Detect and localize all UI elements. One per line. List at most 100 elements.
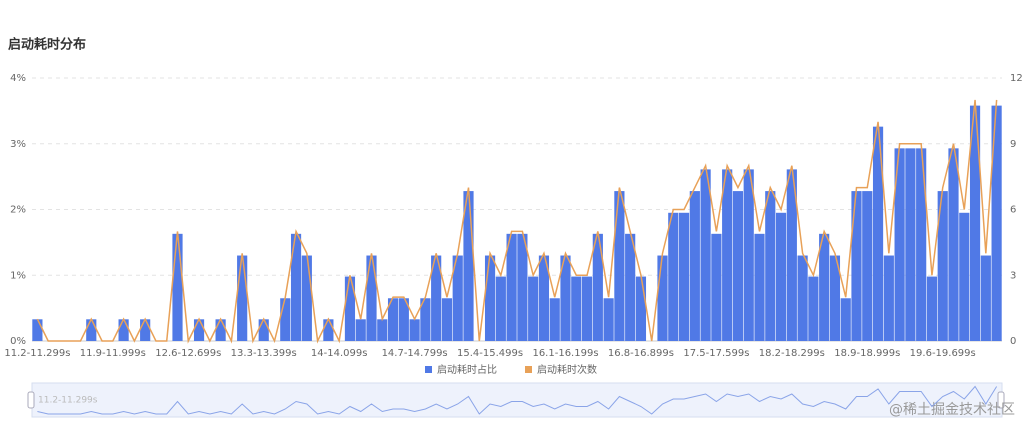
bar [398, 298, 409, 341]
bar [937, 191, 948, 341]
legend-swatch [525, 366, 532, 373]
x-tick-label: 19.6-19.699s [910, 348, 976, 359]
bar [926, 276, 938, 341]
zoom-slider[interactable] [31, 382, 1003, 418]
bar [592, 233, 603, 341]
bar [506, 233, 517, 341]
legend-label: 启动耗时次数 [537, 363, 597, 376]
bar [140, 319, 151, 341]
bar [754, 233, 765, 341]
bar [883, 255, 894, 341]
bar [775, 212, 787, 341]
bar [862, 191, 873, 341]
bar [377, 319, 388, 341]
zoom-handle[interactable] [27, 391, 35, 409]
bar [948, 148, 959, 341]
bar [614, 191, 625, 341]
y2-tick-label: 0 [1010, 336, 1016, 347]
bar [301, 255, 312, 341]
bar [32, 319, 43, 341]
bar [193, 319, 205, 341]
legend-label: 启动耗时占比 [437, 363, 497, 376]
bar [118, 319, 129, 341]
x-tick-label: 14.7-14.799s [382, 348, 448, 359]
bar [689, 191, 700, 341]
bar [678, 212, 690, 341]
bar [765, 191, 776, 341]
x-tick-label: 17.5-17.599s [683, 348, 749, 359]
chart-title: 启动耗时分布 [8, 37, 86, 53]
y-tick-label: 0% [10, 336, 26, 347]
bar [819, 233, 830, 341]
bar [711, 233, 722, 341]
x-tick-label: 12.6-12.699s [155, 348, 221, 359]
y2-tick-label: 12 [1010, 73, 1023, 84]
bar [700, 169, 711, 341]
bar [452, 255, 463, 341]
bar [894, 148, 905, 341]
x-tick-label: 11.2-11.299s [4, 348, 70, 359]
bar [280, 298, 291, 341]
bar [549, 298, 560, 341]
zoom-handle[interactable] [997, 391, 1005, 409]
bar [431, 255, 442, 341]
bar [625, 233, 636, 341]
bar [290, 233, 302, 341]
bar [237, 255, 248, 341]
bar [517, 233, 528, 341]
bar [560, 255, 571, 341]
bar [872, 126, 884, 341]
legend-swatch [425, 366, 432, 373]
bar [441, 298, 453, 341]
bar [808, 276, 819, 341]
bar [797, 255, 808, 341]
y2-tick-label: 3 [1010, 270, 1016, 281]
bar [484, 255, 496, 341]
bar [355, 319, 366, 341]
bar [840, 298, 851, 341]
bar [905, 148, 916, 341]
bar [495, 276, 506, 341]
bar [732, 191, 744, 341]
bar [786, 169, 797, 341]
bar [668, 212, 679, 341]
bar [969, 105, 981, 342]
x-tick-label: 16.1-16.199s [532, 348, 598, 359]
bar [323, 319, 334, 341]
y2-tick-label: 9 [1010, 139, 1016, 150]
bar [538, 255, 550, 341]
y-tick-label: 4% [10, 73, 26, 84]
x-tick-label: 13.3-13.399s [231, 348, 297, 359]
bar [980, 255, 991, 341]
y-tick-label: 1% [10, 270, 26, 281]
bar [215, 319, 226, 341]
bar [657, 255, 668, 341]
y-tick-label: 2% [10, 205, 26, 216]
x-tick-label: 18.9-18.999s [834, 348, 900, 359]
zoom-label: 11.2-11.299s [38, 396, 98, 406]
watermark: @稀土掘金技术社区 [889, 402, 1015, 418]
x-tick-label: 11.9-11.999s [80, 348, 146, 359]
bar [86, 319, 97, 341]
line [36, 99, 998, 344]
bar [528, 276, 539, 341]
bar [991, 105, 1002, 342]
bar [571, 276, 582, 341]
bar [258, 319, 269, 341]
bar [829, 255, 841, 341]
bar [743, 169, 754, 341]
bar [916, 148, 927, 341]
x-tick-label: 14-14.099s [311, 348, 368, 359]
bar [344, 276, 356, 341]
x-tick-label: 16.8-16.899s [608, 348, 674, 359]
bar [366, 255, 377, 341]
bar [387, 298, 399, 341]
bar [959, 212, 970, 341]
x-tick-label: 15.4-15.499s [457, 348, 523, 359]
bar [463, 191, 474, 341]
bar [722, 169, 733, 341]
x-tick-label: 18.2-18.299s [759, 348, 825, 359]
y-tick-label: 3% [10, 139, 26, 150]
bar [603, 298, 614, 341]
